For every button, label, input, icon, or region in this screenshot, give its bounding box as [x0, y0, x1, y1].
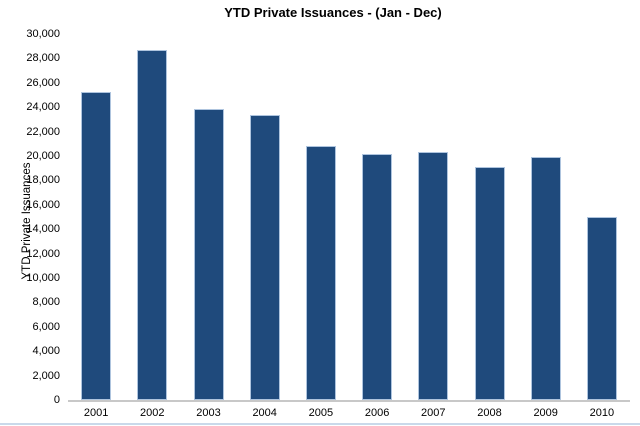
bar-2002 — [137, 49, 168, 400]
y-tick-label: 14,000 — [26, 223, 60, 236]
y-axis-title: YTD Private Issuances — [21, 162, 33, 280]
x-tick-label: 2009 — [533, 407, 558, 419]
y-tick-label: 10,000 — [26, 272, 60, 284]
y-tick-label: 0 — [53, 394, 60, 406]
x-axis-line — [68, 400, 630, 402]
bar-2004 — [249, 114, 280, 400]
y-tick-label: 8,000 — [32, 296, 60, 309]
bottom-edge-rule — [0, 423, 640, 425]
y-tick-label: 16,000 — [26, 198, 60, 211]
y-tick-label: 18,000 — [26, 174, 60, 187]
y-tick-label: 4,000 — [32, 345, 60, 358]
y-tick-label: 22,000 — [26, 125, 60, 138]
x-tick-label: 2007 — [421, 407, 446, 419]
bar-2008 — [474, 166, 505, 400]
y-tick-label: 12,000 — [26, 247, 60, 260]
x-tick-label: 2004 — [252, 407, 277, 419]
chart-title: YTD Private Issuances - (Jan - Dec) — [224, 5, 442, 20]
x-tick-label: 2001 — [83, 407, 109, 419]
bar-2001 — [81, 91, 112, 400]
y-tick-label: 20,000 — [26, 150, 60, 162]
bar-2009 — [530, 157, 561, 400]
y-tick-label: 24,000 — [26, 101, 60, 114]
y-tick-label: 30,000 — [26, 28, 60, 40]
bar-2003 — [193, 109, 224, 400]
x-tick-label: 2008 — [477, 407, 502, 419]
x-tick-label: 2005 — [308, 407, 334, 419]
bar-2005 — [305, 145, 336, 400]
x-tick-label: 2002 — [140, 407, 165, 419]
bar-2010 — [586, 217, 617, 400]
bar-2007 — [418, 151, 449, 400]
x-tick-label: 2006 — [364, 407, 390, 419]
y-tick-label: 28,000 — [26, 52, 60, 65]
x-tick-label: 2003 — [196, 407, 221, 419]
y-tick-label: 2,000 — [32, 369, 60, 382]
y-tick-label: 26,000 — [26, 76, 60, 89]
y-tick-label: 6,000 — [32, 320, 60, 333]
bar-2006 — [362, 153, 393, 400]
x-tick-label: 2010 — [589, 407, 615, 419]
